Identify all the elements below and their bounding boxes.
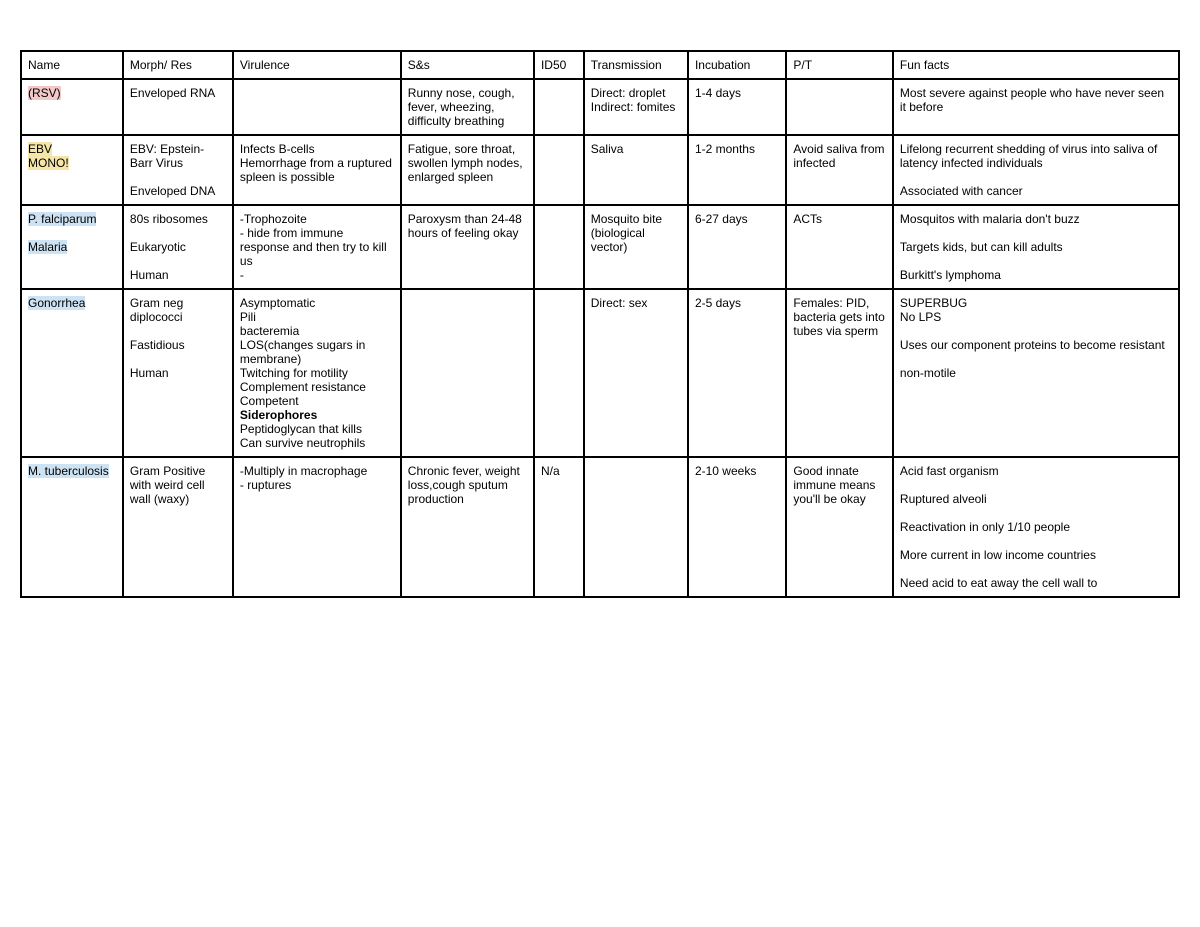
- cell-pt: Avoid saliva from infected: [786, 135, 893, 205]
- virulence-segment: Pili: [240, 310, 256, 324]
- name-segment: M. tuberculosis: [28, 464, 109, 478]
- table-row: (RSV) Enveloped RNA Runny nose, cough, fev…: [21, 79, 1179, 135]
- cell-ss: Runny nose, cough, fever, wheezing, diff…: [401, 79, 534, 135]
- cell-name: (RSV): [21, 79, 123, 135]
- virulence-segment: Asymptomatic: [240, 296, 315, 310]
- table-row: EBVMONO!EBV: Epstein-Barr VirusEnveloped…: [21, 135, 1179, 205]
- col-ss: S&s: [401, 51, 534, 79]
- cell-id50: N/a: [534, 457, 584, 597]
- cell-transmission: [584, 457, 688, 597]
- cell-incubation: 6-27 days: [688, 205, 786, 289]
- cell-morph: Gram neg diplococciFastidiousHuman: [123, 289, 233, 457]
- cell-virulence: -Multiply in macrophage- ruptures: [233, 457, 401, 597]
- cell-name: P. falciparum Malaria: [21, 205, 123, 289]
- cell-incubation: 2-10 weeks: [688, 457, 786, 597]
- cell-morph: Gram Positive with weird cell wall (waxy…: [123, 457, 233, 597]
- virulence-segment: Siderophores: [240, 408, 317, 422]
- table-row: Gonorrhea Gram neg diplococciFastidiousHu…: [21, 289, 1179, 457]
- cell-funfacts: Mosquitos with malaria don't buzzTargets…: [893, 205, 1179, 289]
- cell-incubation: 1-2 months: [688, 135, 786, 205]
- col-name: Name: [21, 51, 123, 79]
- name-segment: (RSV): [28, 86, 61, 100]
- cell-id50: [534, 79, 584, 135]
- cell-ss: Fatigue, sore throat, swollen lymph node…: [401, 135, 534, 205]
- virulence-segment: bacteremia: [240, 324, 299, 338]
- table-row: P. falciparum Malaria 80s ribosomesEukaryo…: [21, 205, 1179, 289]
- table-header-row: Name Morph/ Res Virulence S&s ID50 Trans…: [21, 51, 1179, 79]
- name-segment: EBV: [28, 142, 52, 156]
- col-funfacts: Fun facts: [893, 51, 1179, 79]
- virulence-segment: Complement resistance: [240, 380, 366, 394]
- virulence-segment: Competent: [240, 394, 299, 408]
- cell-incubation: 1-4 days: [688, 79, 786, 135]
- virulence-segment: Peptidoglycan that kills: [240, 422, 362, 436]
- cell-id50: [534, 205, 584, 289]
- col-id50: ID50: [534, 51, 584, 79]
- col-virulence: Virulence: [233, 51, 401, 79]
- cell-id50: [534, 289, 584, 457]
- cell-name: EBVMONO!: [21, 135, 123, 205]
- cell-pt: [786, 79, 893, 135]
- cell-funfacts: Acid fast organismRuptured alveoliReacti…: [893, 457, 1179, 597]
- cell-transmission: Direct: dropletIndirect: fomites: [584, 79, 688, 135]
- name-segment: Malaria: [28, 240, 67, 254]
- cell-pt: ACTs: [786, 205, 893, 289]
- cell-virulence: -Trophozoite- hide from immune response …: [233, 205, 401, 289]
- cell-transmission: Direct: sex: [584, 289, 688, 457]
- cell-virulence: Infects B-cellsHemorrhage from a rupture…: [233, 135, 401, 205]
- virulence-segment: Twitching for motility: [240, 366, 348, 380]
- cell-pt: Females: PID, bacteria gets into tubes v…: [786, 289, 893, 457]
- cell-ss: Chronic fever, weight loss,cough sputum …: [401, 457, 534, 597]
- cell-funfacts: Most severe against people who have neve…: [893, 79, 1179, 135]
- cell-morph: EBV: Epstein-Barr VirusEnveloped DNA: [123, 135, 233, 205]
- pathogen-table: Name Morph/ Res Virulence S&s ID50 Trans…: [20, 50, 1180, 598]
- col-incubation: Incubation: [688, 51, 786, 79]
- name-segment: MONO!: [28, 156, 69, 170]
- virulence-segment: Can survive neutrophils: [240, 436, 365, 450]
- cell-ss: Paroxysm than 24-48 hours of feeling oka…: [401, 205, 534, 289]
- cell-incubation: 2-5 days: [688, 289, 786, 457]
- cell-morph: Enveloped RNA: [123, 79, 233, 135]
- cell-funfacts: Lifelong recurrent shedding of virus int…: [893, 135, 1179, 205]
- col-transmission: Transmission: [584, 51, 688, 79]
- cell-name: Gonorrhea: [21, 289, 123, 457]
- table-row: M. tuberculosis Gram Positive with weird …: [21, 457, 1179, 597]
- cell-id50: [534, 135, 584, 205]
- virulence-segment: LOS(changes sugars in membrane): [240, 338, 365, 366]
- cell-transmission: Saliva: [584, 135, 688, 205]
- name-segment: P. falciparum: [28, 212, 96, 226]
- cell-transmission: Mosquito bite (biological vector): [584, 205, 688, 289]
- cell-virulence: AsymptomaticPilibacteremiaLOS(changes su…: [233, 289, 401, 457]
- col-morph: Morph/ Res: [123, 51, 233, 79]
- cell-virulence: [233, 79, 401, 135]
- col-pt: P/T: [786, 51, 893, 79]
- cell-ss: [401, 289, 534, 457]
- table-body: (RSV) Enveloped RNA Runny nose, cough, fev…: [21, 79, 1179, 597]
- cell-morph: 80s ribosomesEukaryoticHuman: [123, 205, 233, 289]
- cell-name: M. tuberculosis: [21, 457, 123, 597]
- name-segment: Gonorrhea: [28, 296, 85, 310]
- cell-pt: Good innate immune means you'll be okay: [786, 457, 893, 597]
- cell-funfacts: SUPERBUGNo LPSUses our component protein…: [893, 289, 1179, 457]
